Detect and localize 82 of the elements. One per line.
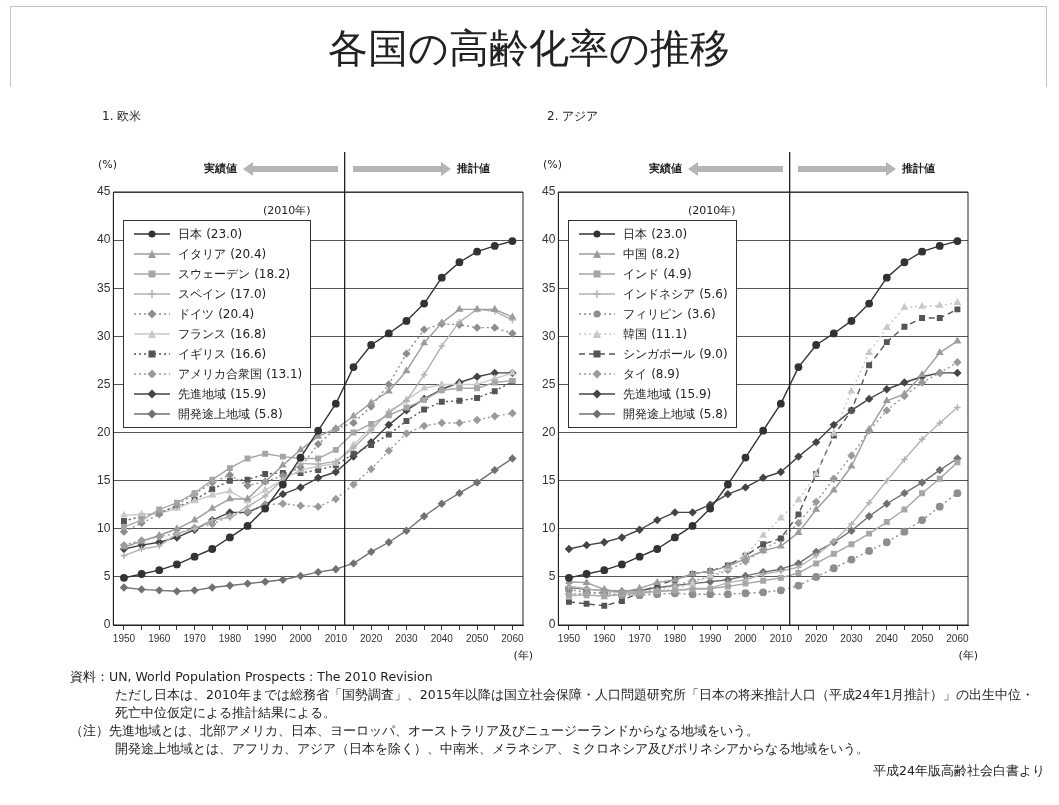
legend-title: (2010年) <box>688 203 736 218</box>
text: ただし日本は、2010年までは総務省「国勢調査」、2015年以降は国立社会保障・人口問題研究所「日本の将来推計人口（平成24年1月推計）」の出生中位・死亡中位仮定による推計結果による。 <box>114 686 1036 722</box>
legend-label: 中国 (8.2) <box>623 245 680 263</box>
text: 実績値 <box>648 161 682 176</box>
x-tick-label: 2060 <box>946 632 969 644</box>
legend-label: 韓国 (11.1) <box>623 325 688 343</box>
legend-label: イタリア (20.4) <box>178 245 267 263</box>
legend-label: アメリカ合衆国 (13.1) <box>178 365 303 383</box>
x-tick-label: 1960 <box>148 632 171 644</box>
legend-label: ドイツ (20.4) <box>178 305 255 323</box>
y-tick-label: 20 <box>541 424 556 439</box>
x-tick-label: 1980 <box>663 632 687 644</box>
y-tick-label: 45 <box>541 184 556 199</box>
x-tick-label: 2040 <box>875 632 899 644</box>
text: 資料：UN, World Population Prospects : The 2010 Revision <box>70 668 434 686</box>
x-tick-label: 1970 <box>183 632 207 644</box>
legend-label: 日本 (23.0) <box>178 225 243 243</box>
legend-label: 開発途上地域 (5.8) <box>178 405 283 423</box>
x-tick-label: 2000 <box>289 632 313 644</box>
y-tick-label: 45 <box>96 184 111 199</box>
text: 推計値 <box>901 161 935 176</box>
x-tick-label: 1960 <box>593 632 616 644</box>
legend-label: 先進地域 (15.9) <box>178 385 267 403</box>
text: 実績値 <box>203 161 237 176</box>
y-tick-label: 40 <box>96 232 111 247</box>
y-axis-title: (%) <box>543 158 563 171</box>
y-tick-label: 15 <box>541 472 556 487</box>
text: 各国の高齢化率の推移 <box>326 24 731 73</box>
legend-label: 開発途上地域 (5.8) <box>623 405 728 423</box>
x-tick-label: 2000 <box>734 632 758 644</box>
y-tick-label: 15 <box>96 472 111 487</box>
legend-label: フィリピン (3.6) <box>623 305 716 323</box>
legend-label: スウェーデン (18.2) <box>178 265 291 283</box>
x-tick-label: 1990 <box>254 632 277 644</box>
y-tick-label: 25 <box>96 376 111 391</box>
legend-label: スペイン (17.0) <box>178 285 267 303</box>
y-tick-label: 0 <box>548 617 556 632</box>
y-tick-label: 30 <box>96 328 111 343</box>
x-tick-label: 2030 <box>395 632 419 644</box>
x-tick-label: 2030 <box>840 632 864 644</box>
text: 開発途上地域とは、アフリカ、アジア（日本を除く）、中南米、メラネシア、ミクロネシア及びポリネシアからなる地域をいう。 <box>114 740 870 758</box>
x-tick-label: 1950 <box>112 632 136 644</box>
legend-label: シンガポール (9.0) <box>623 345 728 363</box>
legend-label: 日本 (23.0) <box>623 225 688 243</box>
legend-label: 先進地域 (15.9) <box>623 385 712 403</box>
y-tick-label: 40 <box>541 232 556 247</box>
x-tick-label: 1980 <box>218 632 242 644</box>
x-tick-label: 2060 <box>501 632 524 644</box>
y-tick-label: 5 <box>103 569 111 584</box>
x-tick-label: 1990 <box>699 632 722 644</box>
chart-title: 2. アジア <box>547 108 599 125</box>
x-axis-title: (年) <box>513 648 533 663</box>
y-tick-label: 35 <box>96 280 111 295</box>
y-tick-label: 10 <box>541 521 556 536</box>
x-tick-label: 2010 <box>769 632 793 644</box>
legend-label: フランス (16.8) <box>178 325 267 343</box>
text: （注）先進地域とは、北部アメリカ、日本、ヨーロッパ、オーストラリア及びニュージーランドからなる地域をいう。 <box>70 722 760 740</box>
x-tick-label: 1950 <box>557 632 581 644</box>
legend-label: イギリス (16.6) <box>178 345 267 363</box>
y-tick-label: 10 <box>96 521 111 536</box>
x-tick-label: 2050 <box>465 632 489 644</box>
x-tick-label: 2040 <box>430 632 454 644</box>
y-tick-label: 5 <box>548 569 556 584</box>
legend-title: (2010年) <box>263 203 311 218</box>
x-tick-label: 2020 <box>805 632 828 644</box>
legend-label: タイ (8.9) <box>623 365 680 383</box>
x-axis-title: (年) <box>958 648 978 663</box>
legend-label: インド (4.9) <box>623 265 692 283</box>
x-tick-label: 2010 <box>324 632 348 644</box>
y-tick-label: 35 <box>541 280 556 295</box>
y-tick-label: 20 <box>96 424 111 439</box>
x-tick-label: 1970 <box>628 632 652 644</box>
y-axis-title: (%) <box>98 158 118 171</box>
x-tick-label: 2050 <box>910 632 934 644</box>
y-tick-label: 0 <box>103 617 111 632</box>
y-tick-label: 30 <box>541 328 556 343</box>
text: 平成24年版高齢社会白書より <box>872 762 1045 780</box>
legend-label: インドネシア (5.6) <box>623 285 728 303</box>
x-tick-label: 2020 <box>360 632 383 644</box>
y-tick-label: 25 <box>541 376 556 391</box>
text: 推計値 <box>456 161 490 176</box>
chart-title: 1. 欧米 <box>102 108 142 125</box>
